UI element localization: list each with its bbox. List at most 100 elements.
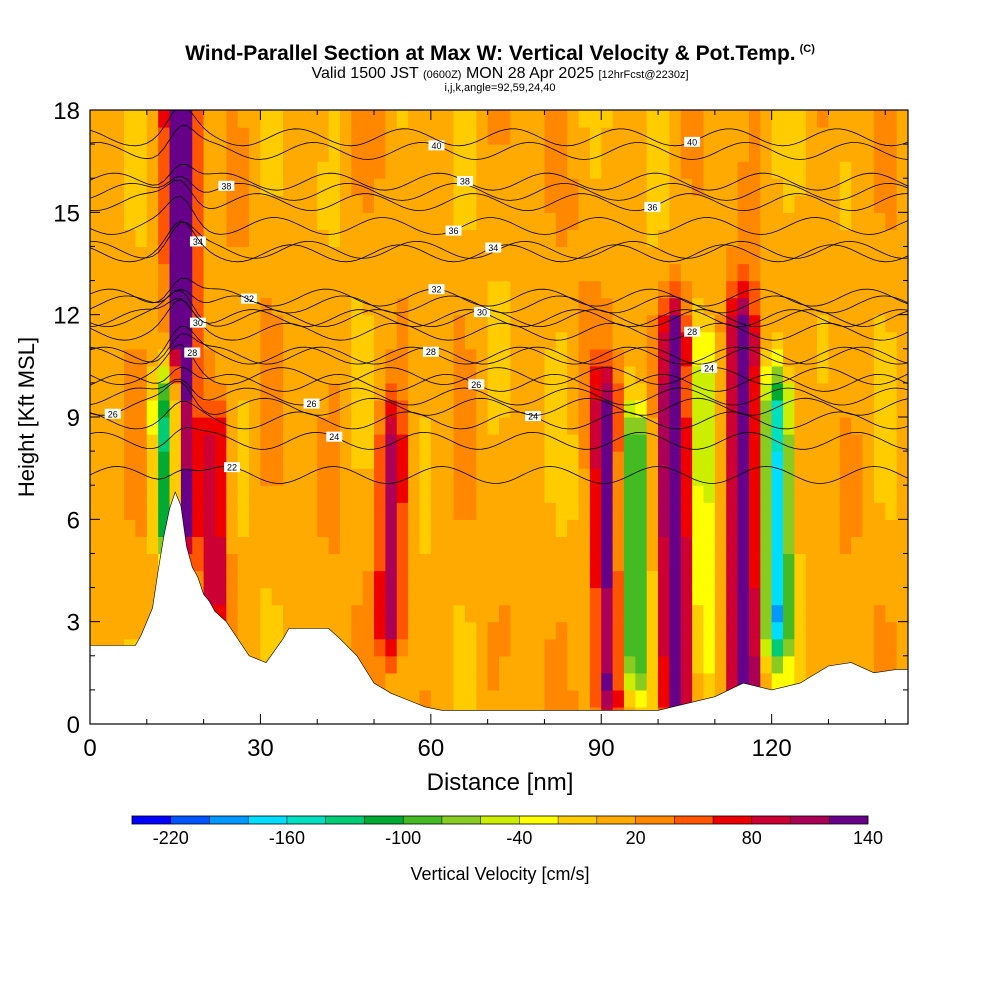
velocity-cell [192,502,205,520]
velocity-cell [135,468,148,486]
velocity-cell [658,451,671,469]
velocity-cell [544,621,557,640]
velocity-cell [658,638,671,657]
velocity-cell [623,246,636,265]
velocity-cell [192,161,205,179]
velocity-cell [805,382,818,401]
velocity-cell [612,212,625,230]
velocity-cell [726,536,739,555]
velocity-cell [612,399,625,418]
velocity-cell [101,587,114,606]
velocity-cell [896,434,908,452]
velocity-cell [760,382,773,401]
velocity-cell [362,399,375,418]
velocity-cell [646,399,659,418]
velocity-cell [385,161,398,179]
velocity-cell [555,382,568,401]
velocity-cell [283,229,296,248]
velocity-cell [226,485,239,503]
velocity-cell [260,382,273,401]
velocity-cell [214,553,227,572]
velocity-cell [726,127,739,145]
velocity-cell [430,110,443,128]
colorbar-swatch [364,816,404,824]
velocity-cell [748,229,761,248]
velocity-cell [805,280,818,299]
velocity-cell [374,246,386,265]
velocity-cell [771,468,784,486]
velocity-cell [453,110,466,128]
velocity-cell [283,161,296,179]
velocity-cell [203,468,216,486]
velocity-cell [669,229,682,248]
grid-indices: i,j,k,angle=92,59,24,40 [444,82,556,94]
velocity-cell [771,382,784,401]
velocity-cell [737,331,750,350]
velocity-cell [760,314,773,333]
velocity-cell [305,178,318,196]
velocity-cell [601,536,614,555]
velocity-cell [669,331,682,350]
velocity-cell [896,417,908,435]
colorbar-swatch [286,816,326,824]
velocity-cell [499,621,511,640]
velocity-cell [464,689,477,708]
velocity-cell [521,689,534,708]
velocity-cell [601,570,614,589]
velocity-cell [124,434,137,452]
velocity-cell [101,229,114,248]
velocity-cell [362,314,375,333]
velocity-cell [317,451,330,469]
velocity-cell [896,127,908,145]
velocity-cell [90,519,102,537]
velocity-cell [680,468,693,486]
velocity-cell [408,144,421,162]
velocity-cell [567,570,580,589]
velocity-cell [124,348,137,367]
velocity-cell [408,178,421,196]
velocity-cell [408,689,421,708]
velocity-cell [351,314,364,333]
velocity-cell [783,655,795,674]
velocity-cell [567,297,580,316]
velocity-cell [896,451,908,469]
velocity-cell [169,468,182,486]
colorbar-swatch [635,816,675,824]
velocity-cell [635,536,648,555]
velocity-cell [896,570,908,589]
velocity-cell [567,314,580,333]
velocity-cell [214,434,227,452]
velocity-cell [283,536,296,555]
velocity-cell [180,399,193,418]
theta-label-bg [303,398,320,409]
velocity-cell [192,110,205,128]
velocity-cell [124,536,137,555]
velocity-cell [714,399,727,418]
velocity-cell [442,263,455,282]
velocity-cell [419,570,432,589]
colorbar-tick-label: -40 [506,828,532,848]
velocity-cell [487,348,500,367]
velocity-cell [112,314,125,333]
velocity-cell [703,451,716,469]
velocity-cell [90,144,102,162]
velocity-cell [521,331,534,350]
velocity-cell [146,468,159,486]
theta-contour-line [90,288,908,314]
velocity-cell [578,468,591,486]
velocity-cell [271,280,284,299]
velocity-cell [362,536,375,555]
velocity-cell [873,110,886,128]
velocity-cell [294,229,307,248]
velocity-cell [737,502,750,520]
velocity-cell [180,331,193,350]
velocity-cell [692,246,705,265]
velocity-cell [680,280,693,299]
velocity-cell [589,604,602,623]
velocity-cell [714,110,727,128]
velocity-cell [192,348,205,367]
velocity-cell [408,638,421,657]
velocity-cell [839,229,852,248]
velocity-cell [283,212,296,230]
velocity-cell [453,399,466,418]
